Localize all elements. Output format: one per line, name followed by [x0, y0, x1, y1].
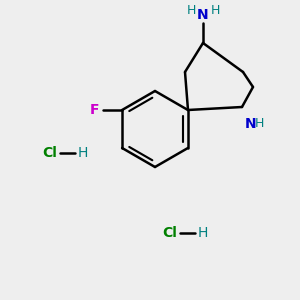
Text: H: H — [210, 4, 220, 17]
Text: H: H — [255, 117, 264, 130]
Text: F: F — [90, 103, 99, 117]
Text: H: H — [78, 146, 88, 160]
Text: N: N — [197, 8, 209, 22]
Text: N: N — [245, 117, 256, 131]
Text: H: H — [198, 226, 208, 240]
Text: Cl: Cl — [42, 146, 57, 160]
Text: Cl: Cl — [162, 226, 177, 240]
Text: H: H — [186, 4, 196, 17]
